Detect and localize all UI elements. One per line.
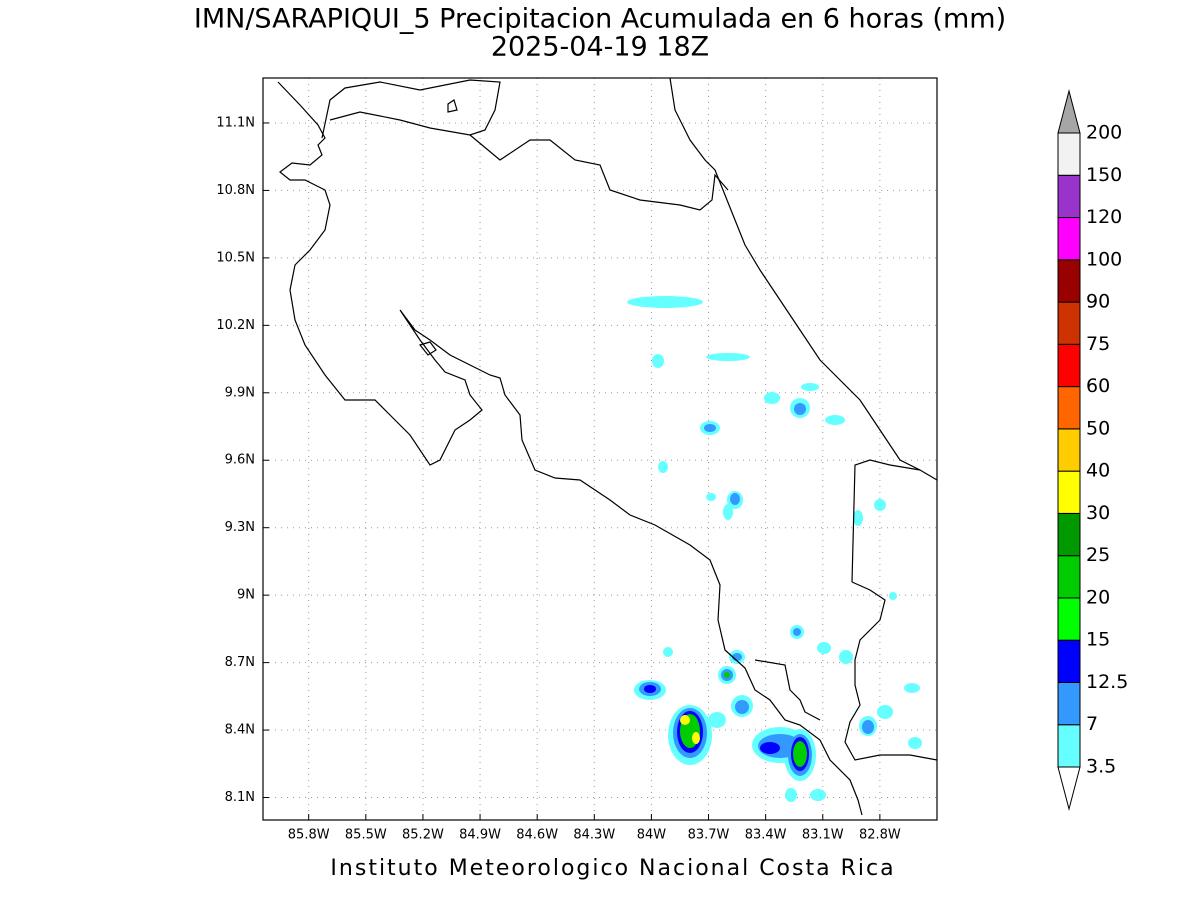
x-tick-label: 84.6W xyxy=(516,828,558,843)
y-tick-label: 8.4N xyxy=(225,723,255,738)
colorbar-label: 200 xyxy=(1086,122,1122,144)
colorbar-segment xyxy=(1057,217,1081,261)
colorbar: 3.5 7 12.5 15 20 25 30 40 50 60 75 90 100 120 150 200 xyxy=(1057,89,1128,811)
colorbar-label: 7 xyxy=(1086,713,1098,735)
x-tick-label: 85.5W xyxy=(345,828,387,843)
coastlines xyxy=(277,77,938,816)
y-tick-label: 10.2N xyxy=(216,318,255,333)
x-tick-label: 82.8W xyxy=(859,828,901,843)
colorbar-under xyxy=(1057,766,1081,811)
y-tick-label: 10.5N xyxy=(216,250,255,265)
colorbar-label: 60 xyxy=(1086,375,1110,397)
colorbar-label: 75 xyxy=(1086,333,1110,355)
colorbar-label: 100 xyxy=(1086,248,1122,270)
colorbar-segment xyxy=(1057,470,1081,514)
colorbar-label: 20 xyxy=(1086,586,1110,608)
subtitle: 2025-04-19 18Z xyxy=(491,32,709,63)
colorbar-label: 3.5 xyxy=(1086,756,1116,778)
x-tick-label: 84.9W xyxy=(459,828,501,843)
precipitation-field xyxy=(627,296,922,802)
y-tick-label: 9.6N xyxy=(225,453,255,468)
colorbar-segment xyxy=(1057,343,1081,388)
x-tick-label: 83.1W xyxy=(802,828,844,843)
colorbar-label: 120 xyxy=(1086,206,1122,228)
colorbar-segment xyxy=(1057,301,1081,345)
colorbar-segment xyxy=(1057,132,1081,176)
grid xyxy=(263,78,937,820)
colorbar-over xyxy=(1057,89,1081,134)
y-tick-label: 8.7N xyxy=(225,655,255,670)
colorbar-label: 150 xyxy=(1086,164,1122,186)
colorbar-segment xyxy=(1057,681,1081,726)
y-tick-label: 8.1N xyxy=(225,790,255,805)
x-tick-label: 84.3W xyxy=(573,828,615,843)
y-tick-label: 9.3N xyxy=(225,520,255,535)
colorbar-label: 50 xyxy=(1086,417,1110,439)
colorbar-label: 90 xyxy=(1086,291,1110,313)
colorbar-label: 40 xyxy=(1086,460,1110,482)
colorbar-segment xyxy=(1057,639,1081,683)
y-tick-label: 9.9N xyxy=(225,385,255,400)
x-tick-label: 84W xyxy=(637,828,667,843)
colorbar-segment xyxy=(1057,174,1081,219)
footer: Instituto Meteorologico Nacional Costa R… xyxy=(330,856,895,881)
x-tick-label: 83.4W xyxy=(745,828,787,843)
title: IMN/SARAPIQUI_5 Precipitacion Acumulada … xyxy=(194,4,1006,35)
x-tick-label: 85.2W xyxy=(402,828,444,843)
map-frame xyxy=(262,77,938,821)
colorbar-segment xyxy=(1057,512,1081,557)
colorbar-segment xyxy=(1057,386,1081,430)
y-tick-label: 9N xyxy=(237,588,255,603)
colorbar-segment xyxy=(1057,724,1081,768)
colorbar-segment xyxy=(1057,597,1081,641)
x-tick-label: 85.8W xyxy=(288,828,330,843)
colorbar-segment xyxy=(1057,428,1081,472)
colorbar-segment xyxy=(1057,555,1081,599)
colorbar-label: 15 xyxy=(1086,629,1110,651)
colorbar-label: 30 xyxy=(1086,502,1110,524)
y-tick-label: 11.1N xyxy=(216,115,255,130)
colorbar-label: 25 xyxy=(1086,544,1110,566)
colorbar-segment xyxy=(1057,259,1081,303)
x-tick-label: 83.7W xyxy=(688,828,730,843)
colorbar-label: 12.5 xyxy=(1086,671,1128,693)
y-tick-label: 10.8N xyxy=(216,183,255,198)
